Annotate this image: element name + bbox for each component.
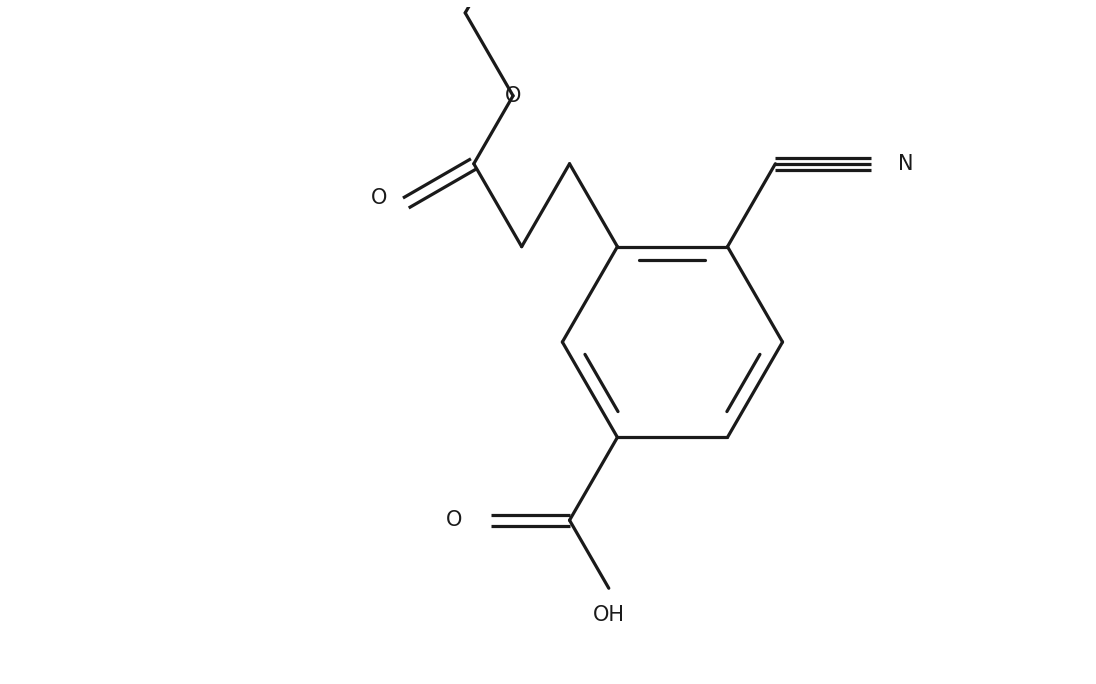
Text: N: N xyxy=(898,154,913,174)
Text: O: O xyxy=(505,86,522,106)
Text: O: O xyxy=(370,188,387,208)
Text: O: O xyxy=(446,510,463,530)
Text: OH: OH xyxy=(593,605,625,625)
